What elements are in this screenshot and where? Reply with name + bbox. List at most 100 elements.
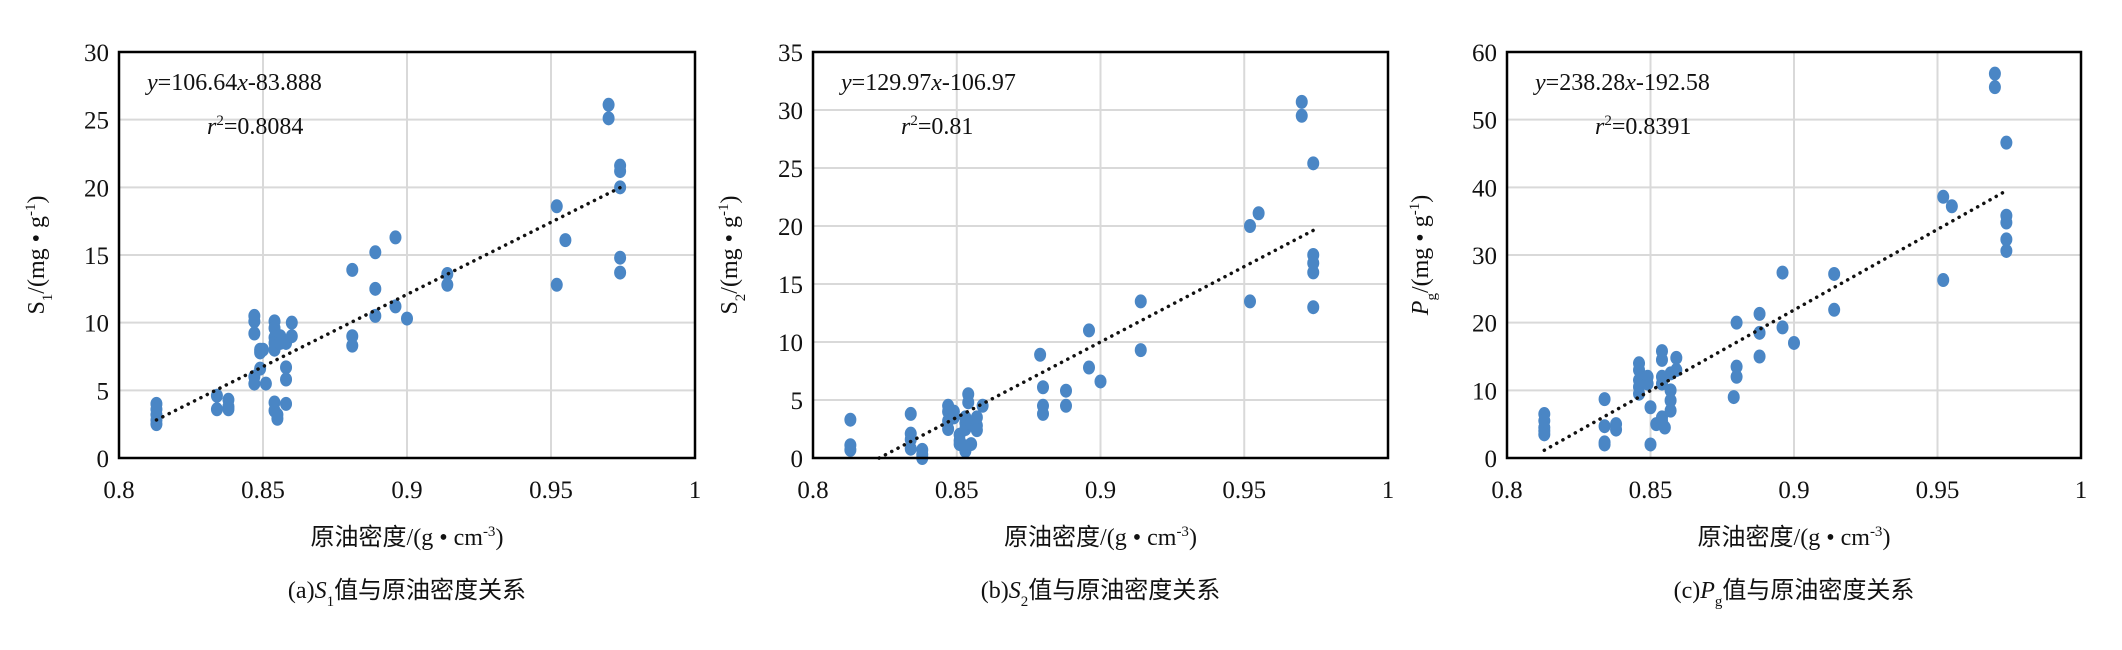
y-axis-label-var: S: [24, 301, 50, 314]
y-tick-label: 25: [778, 156, 803, 183]
y-tick-label: 50: [1472, 108, 1497, 135]
y-axis-label-var: P: [1408, 300, 1434, 316]
data-point: [150, 417, 163, 432]
y-tick-label: 20: [84, 175, 109, 202]
data-point: [389, 230, 402, 245]
x-axis-label-close: ): [495, 525, 503, 551]
data-point: [248, 314, 261, 329]
data-point: [1664, 383, 1677, 398]
y-axis-label-sub: 1: [40, 294, 56, 302]
data-point: [1664, 403, 1677, 418]
x-tick-label: 1: [1382, 477, 1395, 504]
data-point: [346, 338, 359, 353]
y-tick-label: 60: [1472, 40, 1497, 67]
data-point: [965, 437, 978, 452]
caption-sub: g: [1715, 594, 1723, 610]
data-point: [1828, 266, 1841, 281]
caption-prefix: (c): [1674, 578, 1701, 604]
data-point: [614, 164, 627, 179]
data-point: [1083, 323, 1095, 338]
r-squared-value: =0.81: [918, 114, 974, 140]
caption-var: S: [315, 578, 327, 604]
data-point: [942, 422, 955, 436]
data-point: [401, 311, 413, 326]
data-point: [285, 329, 298, 344]
x-tick-label: 0.8: [1491, 477, 1522, 504]
data-point: [2000, 243, 2013, 258]
data-point: [1644, 437, 1657, 452]
data-point: [1664, 393, 1677, 408]
x-axis-label-main: 原油密度/(g • cm: [1004, 524, 1177, 551]
data-point: [1295, 94, 1308, 109]
equation-y: y: [839, 70, 852, 96]
data-point: [1670, 350, 1683, 365]
y-axis-label-unit: /(mg • g: [717, 216, 743, 294]
plot-frame: [117, 50, 697, 460]
data-point: [1788, 335, 1800, 350]
x-axis-label-sup: -3: [483, 524, 496, 540]
data-point: [210, 402, 223, 417]
data-point: [1037, 380, 1049, 395]
x-tick-label: 0.8: [103, 477, 134, 504]
y-tick-label: 40: [1472, 175, 1497, 202]
y-tick-label: 20: [778, 214, 803, 241]
x-axis-label-sup: -3: [1176, 524, 1189, 540]
caption-var: P: [1699, 578, 1715, 604]
y-axis-label-sub: g: [1424, 293, 1440, 301]
x-tick-label: 0.85: [1629, 477, 1673, 504]
data-point: [257, 342, 269, 357]
data-point: [222, 402, 235, 417]
x-tick-label: 0.95: [1222, 477, 1266, 504]
data-point: [1307, 265, 1320, 280]
data-point: [1037, 406, 1049, 421]
data-point: [1730, 369, 1743, 384]
data-point: [1060, 398, 1072, 413]
data-point: [1060, 383, 1072, 398]
equation-x: x: [236, 70, 248, 96]
r-squared: r2=0.8391: [1595, 113, 1691, 140]
chart-panel-a: 0.8 0.85 0.9 0.95 1051015202530y=106.64x-83.…: [23, 40, 701, 610]
data-point: [1244, 294, 1256, 309]
data-point: [2000, 135, 2013, 150]
y-tick-label: 10: [84, 311, 109, 338]
data-point: [1730, 315, 1743, 330]
r-symbol: r: [1595, 114, 1605, 140]
data-point: [2000, 215, 2013, 230]
equation-coef: =106.64: [158, 70, 238, 96]
panel-caption: (b)S2值与原油密度关系: [981, 577, 1220, 610]
data-point: [1134, 294, 1147, 309]
data-point: [550, 199, 563, 214]
data-point: [1633, 363, 1646, 378]
y-tick-label: 10: [778, 330, 803, 357]
y-axis-label-unit: /(mg • g: [1408, 215, 1434, 293]
x-tick-label: 1: [2075, 477, 2088, 504]
equation-x: x: [930, 70, 942, 96]
x-tick-label: 0.8: [797, 477, 828, 504]
data-point: [248, 376, 261, 391]
data-point: [369, 281, 382, 296]
r-squared: r2=0.8084: [207, 113, 303, 140]
caption-rest: 值与原油密度关系: [1028, 577, 1220, 604]
caption-prefix: (a): [288, 578, 315, 604]
equation-y: y: [1533, 70, 1546, 96]
y-tick-label: 30: [1472, 243, 1497, 270]
data-point: [369, 245, 382, 260]
data-point: [2000, 232, 2013, 247]
data-point: [280, 360, 293, 375]
x-axis-label-sup: -3: [1870, 524, 1883, 540]
data-point: [1083, 360, 1095, 375]
x-axis-label-main: 原油密度/(g • cm: [1698, 524, 1871, 551]
y-tick-label: 15: [778, 272, 803, 299]
r-squared-value: =0.8084: [224, 114, 304, 140]
data-point: [962, 395, 975, 410]
panel-caption: (c)Pg值与原油密度关系: [1674, 577, 1915, 610]
data-point: [1988, 80, 2001, 95]
y-axis-label-var: S: [717, 301, 743, 314]
data-point: [970, 423, 983, 438]
chart-panel-c: 0.8 0.85 0.9 0.95 10102030405060y=238.28x-19…: [1407, 40, 2087, 610]
data-point: [1730, 359, 1743, 374]
data-point: [559, 233, 572, 248]
data-point: [1538, 427, 1551, 442]
data-point: [1776, 320, 1789, 335]
data-point: [1828, 302, 1841, 317]
